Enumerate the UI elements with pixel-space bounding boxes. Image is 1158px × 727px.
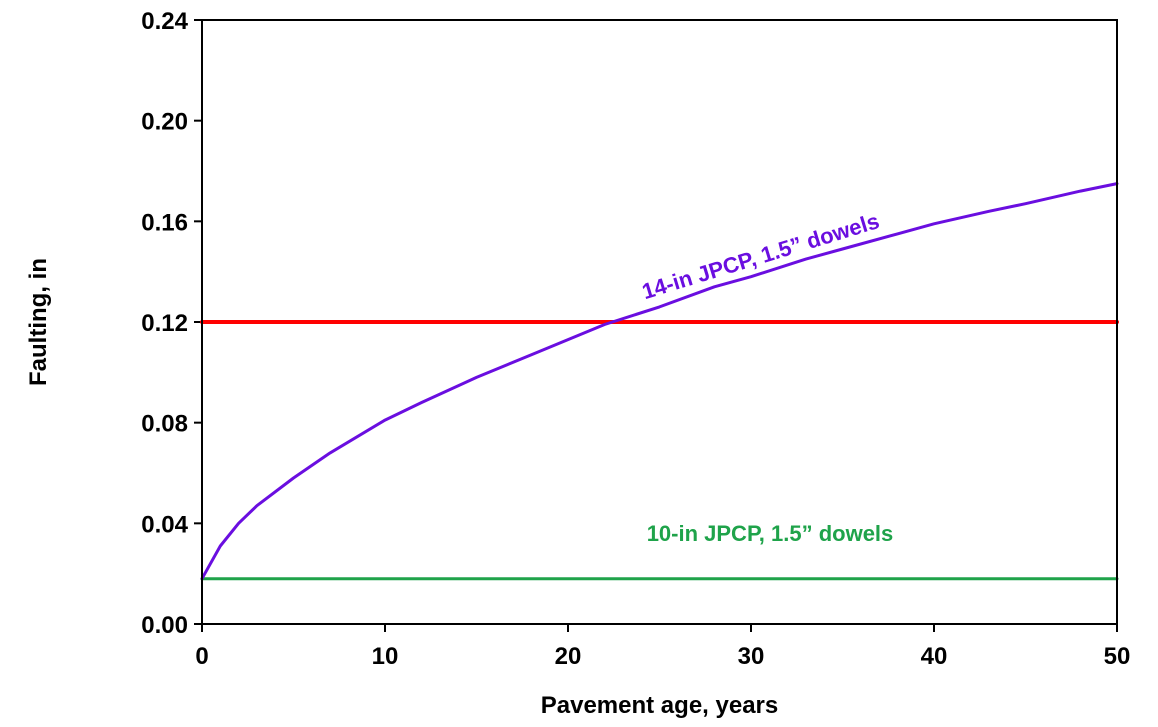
x-tick-label: 10	[372, 643, 399, 670]
y-tick-label: 0.00	[141, 612, 188, 639]
y-axis-title: Faulting, in	[25, 258, 52, 386]
tick-labels: 0 10 20 30 40 50 0.00 0.04 0.08 0.12 0.16 0.20 0.24	[141, 8, 1130, 670]
y-tick-label: 0.24	[141, 8, 188, 35]
x-tick-label: 50	[1104, 643, 1131, 670]
x-tick-label: 30	[738, 643, 765, 670]
series-lines	[200, 182, 1119, 581]
series-label-10in-jpcp: 10-in JPCP, 1.5” dowels	[647, 521, 894, 546]
y-tick-label: 0.16	[141, 209, 188, 236]
series-label-14in-jpcp: 14-in JPCP, 1.5” dowels	[639, 208, 882, 304]
y-tick-label: 0.08	[141, 411, 188, 438]
y-tick-label: 0.20	[141, 109, 188, 136]
x-tick-label: 20	[555, 643, 582, 670]
x-tick-label: 0	[195, 643, 208, 670]
series-line-14in-jpcp	[200, 182, 1119, 581]
plot-area-frame	[201, 19, 1118, 625]
x-tick-label: 40	[921, 643, 948, 670]
y-tick-label: 0.04	[141, 511, 188, 538]
x-axis-title: Pavement age, years	[541, 692, 778, 719]
y-tick-label: 0.12	[141, 310, 188, 337]
